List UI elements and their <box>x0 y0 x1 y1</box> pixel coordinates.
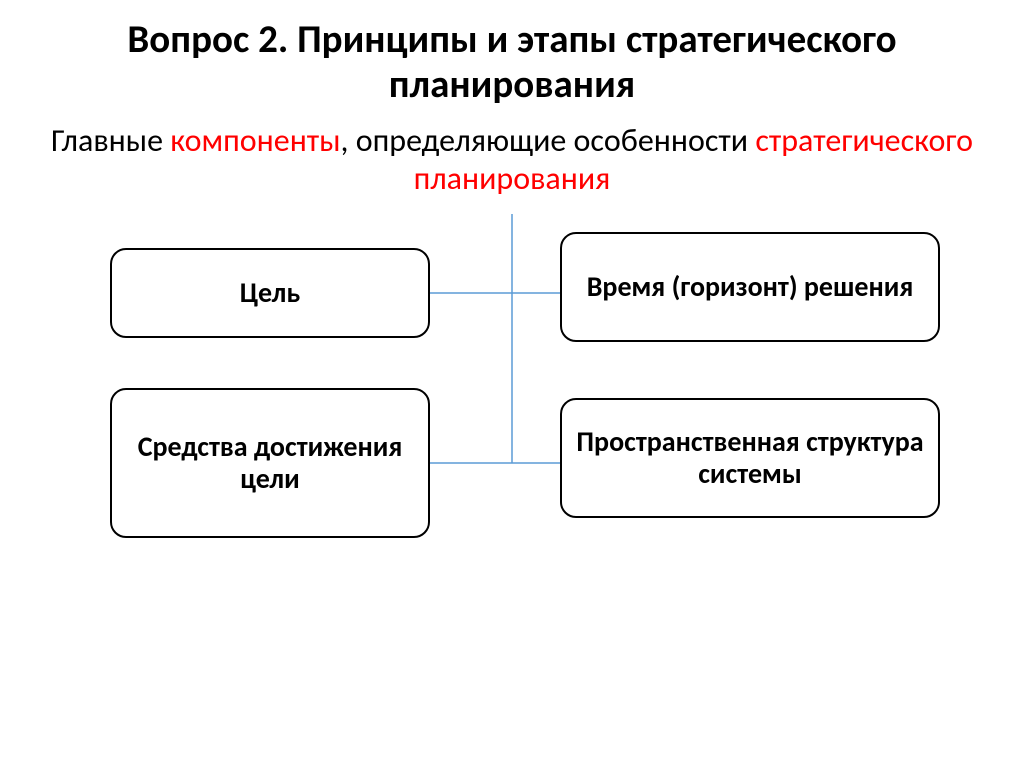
subtitle-part-3: , определяющие особенности <box>341 121 756 160</box>
node-means: Средства достижения цели <box>110 388 430 538</box>
components-diagram: Цель Время (горизонт) решения Средства дос… <box>0 198 1024 718</box>
slide-title: Вопрос 2. Принципы и этапы стратегическо… <box>0 0 1024 108</box>
slide-subtitle: Главные компоненты, определяющие особенн… <box>0 122 1024 199</box>
subtitle-part-2: компоненты <box>170 121 340 160</box>
subtitle-part-1: Главные <box>51 121 170 160</box>
node-time: Время (горизонт) решения <box>560 232 940 342</box>
node-goal: Цель <box>110 248 430 338</box>
node-spatial: Пространственная структура системы <box>560 398 940 518</box>
